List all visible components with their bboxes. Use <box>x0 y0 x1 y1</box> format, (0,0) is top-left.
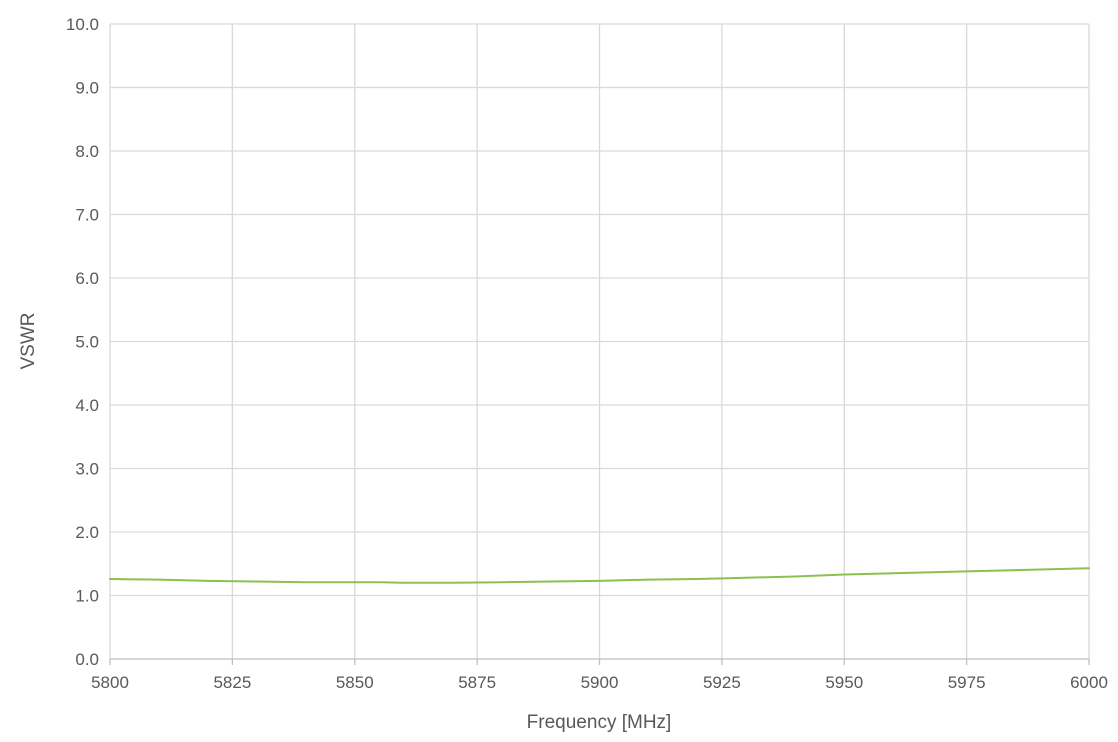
x-tick-label: 6000 <box>1070 673 1108 692</box>
x-tick-label: 5950 <box>825 673 863 692</box>
y-tick-label: 6.0 <box>75 269 99 288</box>
x-tick-label: 5925 <box>703 673 741 692</box>
axes <box>109 658 1090 665</box>
y-tick-label: 7.0 <box>75 206 99 225</box>
x-tick-label: 5825 <box>213 673 251 692</box>
y-tick-label: 3.0 <box>75 460 99 479</box>
x-tick-label: 5975 <box>948 673 986 692</box>
y-tick-label: 1.0 <box>75 587 99 606</box>
y-tick-label: 10.0 <box>66 15 99 34</box>
x-tick-label: 5900 <box>581 673 619 692</box>
x-tick-label: 5875 <box>458 673 496 692</box>
y-tick-label: 4.0 <box>75 396 99 415</box>
y-tick-label: 8.0 <box>75 142 99 161</box>
y-tick-label: 2.0 <box>75 523 99 542</box>
series-layer <box>109 567 1090 584</box>
y-axis-title: VSWR <box>18 313 39 370</box>
x-axis-title: Frequency [MHz] <box>527 712 672 733</box>
grid-lines <box>109 23 1090 659</box>
y-tick-label: 0.0 <box>75 650 99 669</box>
x-tick-label: 5800 <box>91 673 129 692</box>
x-tick-label: 5850 <box>336 673 374 692</box>
y-tick-label: 9.0 <box>75 79 99 98</box>
y-tick-label: 5.0 <box>75 333 99 352</box>
tick-labels: 0.0 1.0 2.0 3.0 4.0 5.0 6.0 7.0 8.0 9.0 10.0 5800 58… <box>66 15 1108 692</box>
vswr-series-line <box>109 567 1090 584</box>
